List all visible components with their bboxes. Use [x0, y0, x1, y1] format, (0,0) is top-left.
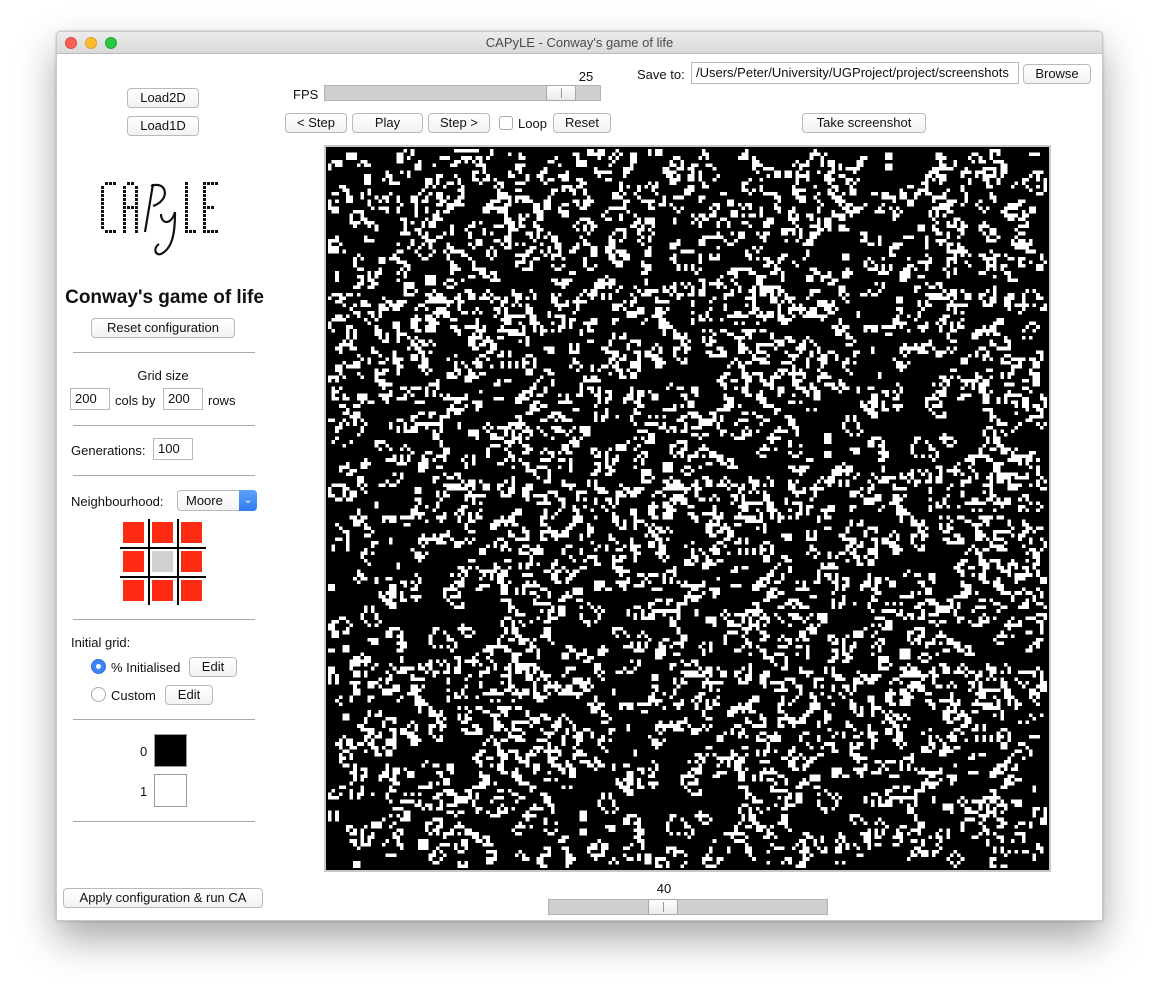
ca-title: Conway's game of life: [65, 287, 264, 308]
neighbour-cell-n[interactable]: [152, 522, 173, 543]
step-forward-button[interactable]: Step >: [428, 113, 490, 133]
generation-slider[interactable]: [548, 899, 828, 915]
neighbourhood-grid: [120, 519, 206, 605]
reset-button[interactable]: Reset: [553, 113, 611, 133]
capyle-logo: [101, 182, 218, 256]
neighbourhood-select-value: Moore: [186, 493, 223, 508]
initial-grid-label: Initial grid:: [71, 635, 131, 650]
neighbour-cell-nw[interactable]: [123, 522, 144, 543]
logo-letter-c: [101, 182, 116, 233]
load-1d-button[interactable]: Load1D: [127, 116, 199, 136]
logo-letter-a: [123, 182, 138, 233]
neighbour-cell-ne[interactable]: [181, 522, 202, 543]
custom-label: Custom: [111, 688, 156, 703]
loop-checkbox[interactable]: [499, 116, 513, 130]
take-screenshot-button[interactable]: Take screenshot: [802, 113, 926, 133]
edit-custom-button[interactable]: Edit: [165, 685, 213, 705]
rows-input[interactable]: 200: [163, 388, 203, 410]
state-0-color-swatch[interactable]: [154, 734, 187, 767]
save-to-label: Save to:: [637, 67, 685, 82]
load-2d-button[interactable]: Load2D: [127, 88, 199, 108]
browse-button[interactable]: Browse: [1023, 64, 1091, 84]
title-bar: CAPyLE - Conway's game of life: [57, 32, 1102, 54]
percent-initialised-radio[interactable]: [91, 659, 106, 674]
custom-radio[interactable]: [91, 687, 106, 702]
step-back-button[interactable]: < Step: [285, 113, 347, 133]
ca-grid-canvas[interactable]: [328, 149, 1047, 868]
neighbour-cell-sw[interactable]: [123, 580, 144, 601]
neighbour-cell-w[interactable]: [123, 551, 144, 572]
neighbour-cell-se[interactable]: [181, 580, 202, 601]
chevron-down-icon: ⌄: [239, 490, 257, 511]
state-1-label: 1: [140, 784, 148, 799]
ca-grid-frame: [324, 145, 1051, 872]
play-button[interactable]: Play: [352, 113, 423, 133]
reset-configuration-button[interactable]: Reset configuration: [91, 318, 235, 338]
neighbour-cell-s[interactable]: [152, 580, 173, 601]
divider: [73, 425, 255, 426]
edit-percent-button[interactable]: Edit: [189, 657, 237, 677]
generations-label: Generations:: [71, 443, 146, 458]
neighbour-cell-center: [152, 551, 173, 572]
percent-initialised-label: % Initialised: [111, 660, 181, 675]
generations-input[interactable]: 100: [153, 438, 193, 460]
generation-slider-value: 40: [656, 881, 672, 896]
cols-by-label: cols by: [115, 393, 156, 408]
divider: [73, 619, 255, 620]
divider: [73, 475, 255, 476]
minimize-window-button[interactable]: [85, 37, 97, 49]
loop-label: Loop: [518, 116, 547, 131]
window-title: CAPyLE - Conway's game of life: [485, 35, 674, 50]
divider: [73, 821, 255, 822]
divider: [73, 719, 255, 720]
logo-letter-e: [203, 182, 218, 233]
apply-configuration-run-button[interactable]: Apply configuration & run CA: [63, 888, 263, 908]
cols-input[interactable]: 200: [70, 388, 110, 410]
app-window: CAPyLE - Conway's game of life Load2D Lo…: [56, 31, 1103, 921]
logo-letter-l: [185, 182, 196, 233]
rows-label: rows: [208, 393, 236, 408]
fps-slider[interactable]: [324, 85, 601, 101]
neighbourhood-select[interactable]: Moore ⌄: [177, 490, 257, 511]
grid-size-label: Grid size: [137, 368, 189, 383]
state-1-color-swatch[interactable]: [154, 774, 187, 807]
state-0-label: 0: [140, 744, 148, 759]
zoom-window-button[interactable]: [105, 37, 117, 49]
logo-letters-py: [143, 183, 177, 256]
neighbourhood-label: Neighbourhood:: [71, 494, 164, 509]
save-path-input[interactable]: /Users/Peter/University/UGProject/projec…: [691, 62, 1019, 84]
generation-slider-thumb[interactable]: [648, 899, 678, 915]
fps-value: 25: [578, 69, 594, 84]
neighbour-cell-e[interactable]: [181, 551, 202, 572]
close-window-button[interactable]: [65, 37, 77, 49]
fps-slider-thumb[interactable]: [546, 85, 576, 101]
divider: [73, 352, 255, 353]
fps-label: FPS: [293, 87, 319, 102]
